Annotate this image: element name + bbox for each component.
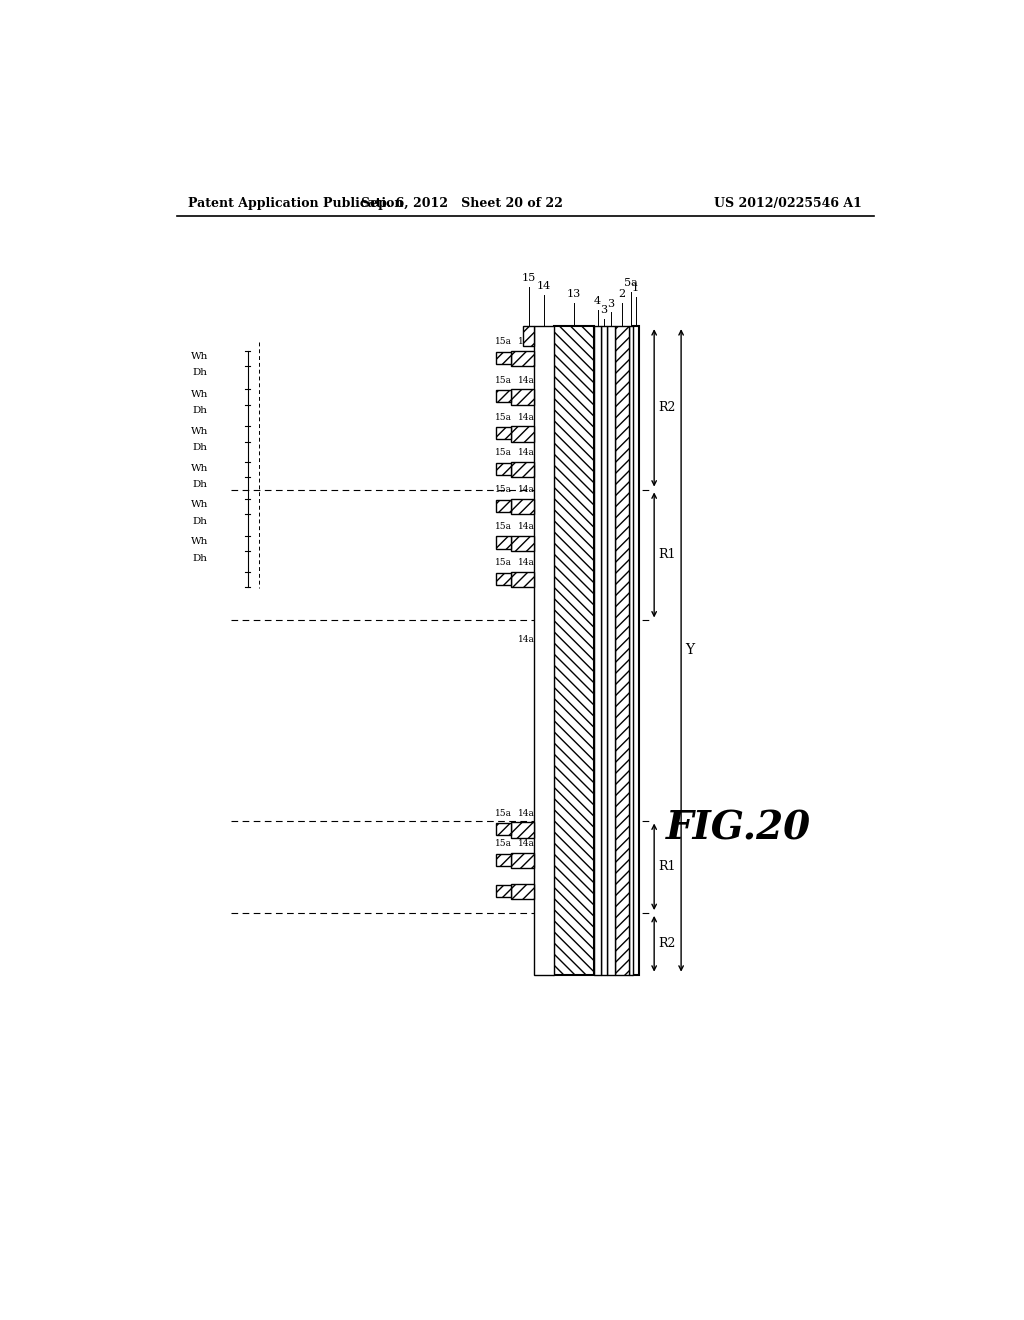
- Text: 14a: 14a: [518, 338, 535, 346]
- Text: 5a: 5a: [624, 277, 638, 288]
- Text: 1: 1: [632, 284, 639, 293]
- Text: R2: R2: [658, 401, 676, 414]
- Text: R1: R1: [658, 861, 676, 874]
- Text: 15a: 15a: [495, 809, 512, 817]
- Bar: [511, 351, 535, 367]
- Bar: [511, 853, 535, 869]
- Text: 14a: 14a: [518, 635, 535, 644]
- Text: 15a: 15a: [495, 413, 512, 422]
- Text: Dh: Dh: [193, 444, 207, 453]
- Text: 14a: 14a: [518, 558, 535, 568]
- Text: Wh: Wh: [191, 352, 209, 360]
- Bar: [511, 884, 535, 899]
- Bar: [511, 462, 535, 477]
- Bar: [633, 326, 639, 974]
- Text: 13: 13: [567, 289, 582, 300]
- Text: Y: Y: [685, 643, 694, 657]
- Text: R1: R1: [658, 548, 676, 561]
- Bar: [601, 326, 607, 974]
- Text: 3: 3: [600, 305, 607, 315]
- Text: Dh: Dh: [193, 407, 207, 416]
- Bar: [554, 326, 594, 974]
- Text: Dh: Dh: [193, 368, 207, 378]
- Bar: [511, 499, 535, 513]
- Bar: [535, 326, 554, 974]
- Text: 14a: 14a: [518, 486, 535, 494]
- Text: 14a: 14a: [518, 413, 535, 422]
- Text: 15a: 15a: [495, 523, 512, 531]
- Text: 2: 2: [618, 289, 626, 300]
- Text: 15a: 15a: [495, 558, 512, 568]
- Bar: [511, 822, 535, 837]
- Bar: [496, 462, 511, 475]
- Bar: [511, 536, 535, 552]
- Bar: [594, 326, 601, 974]
- Bar: [496, 884, 511, 896]
- Text: 14a: 14a: [518, 376, 535, 385]
- Bar: [511, 572, 535, 587]
- Text: Wh: Wh: [191, 500, 209, 510]
- Text: 4: 4: [594, 296, 601, 306]
- Bar: [496, 351, 511, 364]
- Bar: [511, 389, 535, 405]
- Text: 14a: 14a: [518, 809, 535, 817]
- Bar: [607, 326, 614, 974]
- Text: 15: 15: [521, 273, 536, 284]
- Text: US 2012/0225546 A1: US 2012/0225546 A1: [714, 197, 862, 210]
- Text: 15a: 15a: [495, 338, 512, 346]
- Text: Wh: Wh: [191, 465, 209, 473]
- Bar: [614, 326, 629, 974]
- Text: 14a: 14a: [518, 840, 535, 849]
- Text: FIG.20: FIG.20: [667, 809, 811, 847]
- Text: Dh: Dh: [193, 554, 207, 564]
- Bar: [496, 822, 511, 836]
- Bar: [523, 326, 535, 346]
- Text: Dh: Dh: [193, 480, 207, 490]
- Text: Wh: Wh: [191, 428, 209, 436]
- Text: Patent Application Publication: Patent Application Publication: [188, 197, 403, 210]
- Text: 14: 14: [537, 281, 551, 290]
- Text: 15a: 15a: [495, 486, 512, 494]
- Text: 15a: 15a: [495, 449, 512, 457]
- Bar: [496, 391, 511, 403]
- Text: 15a: 15a: [495, 376, 512, 385]
- Text: 15a: 15a: [495, 840, 512, 849]
- Bar: [496, 499, 511, 512]
- Bar: [511, 426, 535, 442]
- Bar: [496, 573, 511, 585]
- Text: Sep. 6, 2012   Sheet 20 of 22: Sep. 6, 2012 Sheet 20 of 22: [360, 197, 562, 210]
- Bar: [496, 854, 511, 866]
- Text: 3: 3: [607, 298, 614, 309]
- Bar: [496, 428, 511, 440]
- Text: Dh: Dh: [193, 517, 207, 527]
- Text: 14a: 14a: [518, 523, 535, 531]
- Bar: [496, 536, 511, 549]
- Text: Wh: Wh: [191, 537, 209, 546]
- Bar: [629, 326, 633, 974]
- Text: R2: R2: [658, 937, 676, 950]
- Text: 14a: 14a: [518, 449, 535, 457]
- Text: Wh: Wh: [191, 391, 209, 399]
